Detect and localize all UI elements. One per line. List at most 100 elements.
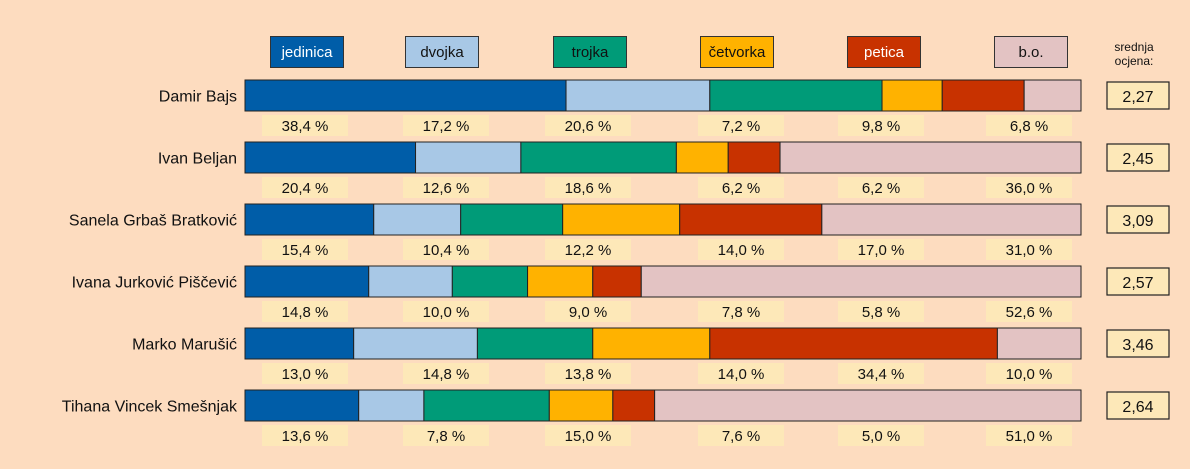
data-label: 14,0 % (718, 366, 765, 383)
data-label: 5,0 % (862, 428, 900, 445)
average-grade-box (1106, 329, 1170, 358)
data-label: 7,8 % (427, 428, 465, 445)
data-label: 36,0 % (1006, 180, 1053, 197)
data-label-background (698, 177, 784, 198)
average-grade-value: 2,57 (1122, 275, 1153, 292)
data-label: 6,2 % (862, 180, 900, 197)
bar-segment (996, 327, 1082, 360)
bar-segment (548, 389, 614, 422)
data-label: 51,0 % (1006, 428, 1053, 445)
row-label: Ivan Beljan (158, 151, 237, 168)
data-label-background (698, 301, 784, 322)
data-label: 14,0 % (718, 242, 765, 259)
data-label: 12,6 % (423, 180, 470, 197)
bar-segment (727, 141, 781, 174)
data-label-background (545, 115, 631, 136)
bar-segment (520, 141, 677, 174)
bar-segment (562, 203, 681, 236)
bar-segment (709, 79, 883, 112)
bar-segment (244, 265, 370, 298)
data-label: 18,6 % (565, 180, 612, 197)
average-grade-title: srednja ocjena: (1114, 40, 1154, 68)
bar-segment (881, 79, 943, 112)
average-grade-box (1106, 143, 1170, 172)
data-label-background (698, 115, 784, 136)
average-grade-value: 2,45 (1122, 151, 1153, 168)
legend-item-bo: b.o. (994, 36, 1068, 68)
bar-segment (612, 389, 656, 422)
data-label-background (838, 115, 924, 136)
data-label-background (262, 115, 348, 136)
data-label-background (403, 239, 489, 260)
row-label: Marko Marušić (132, 337, 237, 354)
data-label-background (698, 239, 784, 260)
data-label: 13,8 % (565, 366, 612, 383)
data-label-background (986, 115, 1072, 136)
data-label: 10,0 % (1006, 366, 1053, 383)
data-label-background (838, 301, 924, 322)
data-label-background (262, 239, 348, 260)
bar-segment (423, 389, 550, 422)
legend-label: četvorka (708, 43, 766, 61)
data-label-background (698, 425, 784, 446)
average-grade-value: 2,27 (1122, 89, 1153, 106)
data-label-background (545, 239, 631, 260)
data-label-background (403, 301, 489, 322)
data-label: 9,8 % (862, 118, 900, 135)
bar-segment (244, 141, 417, 174)
data-label-background (403, 115, 489, 136)
bar-segment (821, 203, 1082, 236)
data-label: 52,6 % (1006, 304, 1053, 321)
row-label: Tihana Vincek Smešnjak (62, 399, 238, 416)
legend-label: jedinica (281, 43, 333, 61)
data-label: 7,6 % (722, 428, 760, 445)
data-label: 38,4 % (282, 118, 329, 135)
average-grade-box (1106, 205, 1170, 234)
data-label-background (698, 363, 784, 384)
bar-segment (451, 265, 529, 298)
data-label: 14,8 % (423, 366, 470, 383)
data-label-background (838, 239, 924, 260)
bar-segment (476, 327, 594, 360)
legend-item-cetvorka: četvorka (700, 36, 774, 68)
data-label: 15,4 % (282, 242, 329, 259)
data-label: 10,4 % (423, 242, 470, 259)
bar-segment (244, 327, 355, 360)
bar-segment (527, 265, 594, 298)
data-label: 15,0 % (565, 428, 612, 445)
bar-segment (358, 389, 425, 422)
data-label: 6,2 % (722, 180, 760, 197)
average-grade-box (1106, 267, 1170, 296)
bar-segment (565, 79, 711, 112)
data-label-background (986, 177, 1072, 198)
data-label-background (403, 363, 489, 384)
data-label: 6,8 % (1010, 118, 1048, 135)
data-label-background (838, 425, 924, 446)
average-grade-box (1106, 391, 1170, 420)
average-grade-value: 3,09 (1122, 213, 1153, 230)
data-label: 20,6 % (565, 118, 612, 135)
data-label-background (838, 363, 924, 384)
data-label-background (545, 363, 631, 384)
legend-item-jedinica: jedinica (270, 36, 344, 68)
bar-segment (941, 79, 1025, 112)
data-label: 17,0 % (858, 242, 905, 259)
data-label-background (986, 301, 1072, 322)
data-label-background (545, 177, 631, 198)
data-label-background (986, 363, 1072, 384)
bar-segment (460, 203, 564, 236)
average-grade-value: 2,64 (1122, 399, 1153, 416)
data-label: 12,2 % (565, 242, 612, 259)
legend-label: petica (863, 43, 905, 61)
data-label-background (403, 425, 489, 446)
data-label-background (545, 425, 631, 446)
row-label: Damir Bajs (159, 89, 237, 106)
bar-segment (709, 327, 998, 360)
bar-segment (244, 389, 360, 422)
bar-segment (244, 203, 375, 236)
data-label: 14,8 % (282, 304, 329, 321)
data-label: 7,2 % (722, 118, 760, 135)
bar-segment (640, 265, 1082, 298)
legend-label: trojka (571, 43, 609, 61)
